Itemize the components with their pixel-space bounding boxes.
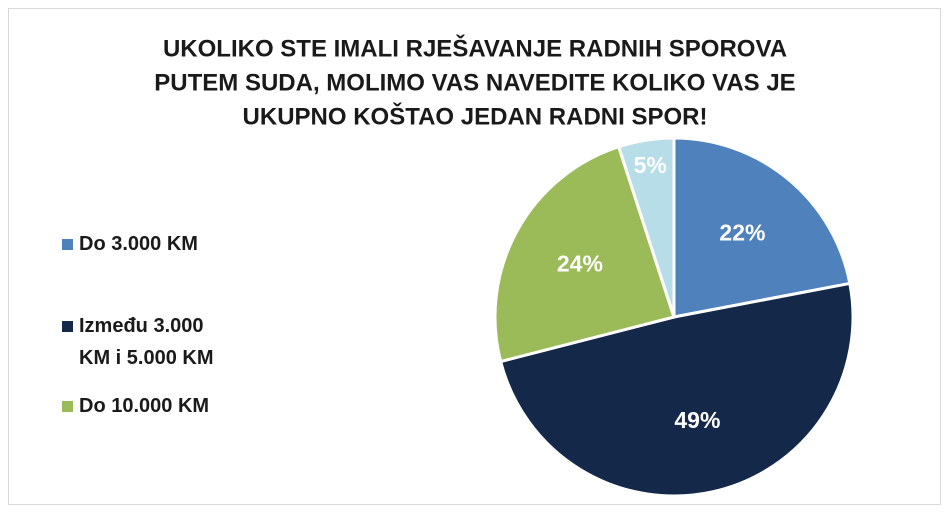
legend-label: Između 3.000 KM i 5.000 KM [79,315,214,369]
data-label: 49% [674,407,720,433]
pie: 22% 49% 24% 5% [493,136,855,498]
chart-title: UKOLIKO STE IMALI RJEŠAVANJE RADNIH SPOR… [163,34,787,62]
legend-swatch [62,401,73,412]
legend-label: Do 10.000 KM [79,395,210,417]
data-label: 5% [634,152,667,178]
legend-item: Do 10.000 KM [62,390,229,422]
pie-slice [498,281,855,498]
pie-slice [493,144,676,364]
chart-title: PUTEM SUDA, MOLIMO VAS NAVEDITE KOLIKO V… [154,69,795,96]
pie-slice [672,136,852,319]
data-label: 24% [557,250,603,276]
legend-item: Između 3.000 KM i 5.000 KM [62,310,229,374]
pie-slice [616,136,676,318]
legend-swatch [62,321,73,332]
chart-title: UKUPNO KOŠTAO JEDAN RADNI SPOR! [243,102,708,130]
legend-label: Do 3.000 KM [79,233,198,255]
data-label: 22% [719,219,765,245]
legend-swatch [62,239,73,250]
legend-item: Do 3.000 KM [62,228,229,260]
